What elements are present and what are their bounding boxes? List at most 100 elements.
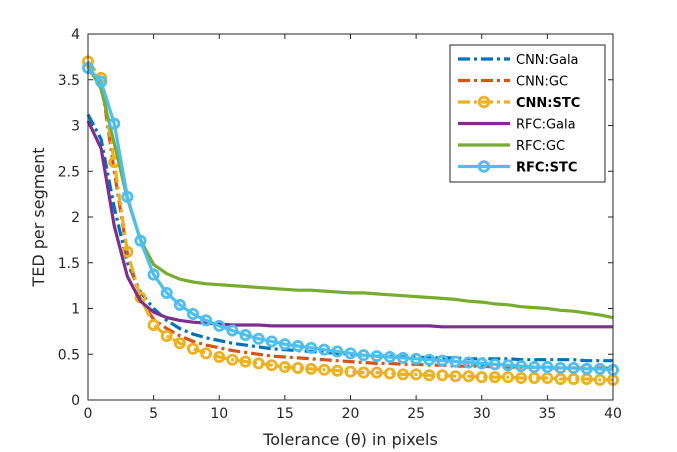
- series-point: [580, 362, 593, 375]
- series-point: [396, 368, 409, 381]
- series-point: [475, 371, 488, 384]
- series-point: [410, 368, 423, 381]
- series-point: [147, 268, 160, 281]
- series-point: [278, 361, 291, 374]
- legend-label: RFC:STC: [516, 161, 577, 176]
- series-point: [305, 362, 318, 375]
- series-point: [593, 362, 606, 375]
- series-point: [515, 360, 528, 373]
- y-tick-label: 3: [71, 119, 80, 135]
- legend-label: CNN:GC: [516, 75, 568, 90]
- legend-entry: RFC:GC: [458, 139, 565, 154]
- series-line: [86, 120, 613, 329]
- y-tick-label: 2: [71, 210, 80, 226]
- series-point: [423, 353, 436, 366]
- legend-box: [449, 44, 606, 183]
- legend-entry: CNN:STC: [458, 95, 580, 111]
- legend-label: RFC:GC: [516, 139, 565, 154]
- series-point: [239, 355, 252, 368]
- x-tick-label: 25: [407, 406, 425, 422]
- x-tick-label: 0: [84, 406, 93, 422]
- series-point: [488, 358, 501, 371]
- series-point: [200, 347, 213, 360]
- series-point: [265, 335, 278, 348]
- series-point: [383, 350, 396, 363]
- series-point: [488, 371, 501, 384]
- series-point: [475, 357, 488, 370]
- series-point: [134, 234, 147, 247]
- legend-label: RFC:Gala: [516, 118, 576, 133]
- series-cnn-stc: [82, 55, 620, 386]
- series-point: [305, 341, 318, 354]
- series-point: [121, 190, 134, 203]
- series-rfc-gala: [86, 120, 613, 329]
- series-point: [239, 329, 252, 342]
- series-point: [396, 351, 409, 364]
- y-tick-label: 3.5: [58, 73, 80, 89]
- legend-entry: RFC:Gala: [458, 118, 576, 133]
- series-layer: [82, 55, 620, 386]
- x-tick-label: 30: [473, 406, 491, 422]
- series-point: [331, 345, 344, 358]
- series-point: [173, 298, 186, 311]
- series-point: [567, 372, 580, 385]
- series-point: [291, 340, 304, 353]
- series-point: [186, 342, 199, 355]
- x-tick-label: 20: [342, 406, 360, 422]
- legend-label: CNN:STC: [516, 96, 580, 111]
- series-point: [226, 324, 239, 337]
- series-point: [357, 349, 370, 362]
- series-point: [318, 343, 331, 356]
- series-point: [436, 354, 449, 367]
- series-point: [554, 361, 567, 374]
- legend: CNN:Gala CNN:GC CNN:STC RFC:Gala RFC:GC RFC:S…: [449, 44, 606, 183]
- y-tick-label: 1.5: [58, 256, 80, 272]
- x-tick-label: 5: [149, 406, 158, 422]
- series-line: [87, 69, 613, 370]
- series-point: [370, 366, 383, 379]
- series-rfc-gc: [86, 65, 614, 320]
- series-point: [121, 245, 134, 258]
- series-point: [213, 350, 226, 363]
- series-point: [462, 370, 475, 383]
- series-point: [331, 364, 344, 377]
- series-point: [173, 337, 186, 350]
- plot-frame: [87, 33, 614, 401]
- series-point: [515, 372, 528, 385]
- series-point: [554, 372, 567, 385]
- legend-entry: CNN:GC: [458, 75, 568, 90]
- series-point: [383, 367, 396, 380]
- legend-label: CNN:Gala: [516, 53, 579, 68]
- legend-marker: [477, 95, 491, 109]
- series-cnn-gc: [87, 69, 613, 370]
- series-point: [95, 75, 108, 88]
- series-point: [567, 361, 580, 374]
- series-point: [200, 314, 213, 327]
- series-point: [541, 361, 554, 374]
- series-point: [344, 347, 357, 360]
- ticks-layer: 0 5 10 15 20 25 30 35 40 0 0.5 1 1.5 2 2.5 3 3.5 4: [58, 27, 622, 422]
- y-tick-label: 2.5: [58, 164, 80, 180]
- series-line: [86, 65, 614, 320]
- y-tick-label: 1: [71, 302, 80, 318]
- x-axis-label: Tolerance (θ) in pixels: [262, 430, 438, 449]
- series-point: [160, 286, 173, 299]
- series-point: [160, 329, 173, 342]
- y-tick-label: 0: [71, 393, 80, 409]
- series-point: [501, 359, 514, 372]
- series-point: [318, 363, 331, 376]
- series-point: [265, 359, 278, 372]
- series-point: [410, 352, 423, 365]
- series-point: [501, 371, 514, 384]
- series-point: [344, 365, 357, 378]
- series-point: [593, 373, 606, 386]
- series-point: [147, 318, 160, 331]
- x-tick-label: 40: [604, 406, 622, 422]
- series-point: [252, 332, 265, 345]
- series-point: [528, 361, 541, 374]
- x-tick-label: 10: [210, 406, 228, 422]
- legend-entry: RFC:STC: [458, 160, 577, 176]
- series-point: [252, 357, 265, 370]
